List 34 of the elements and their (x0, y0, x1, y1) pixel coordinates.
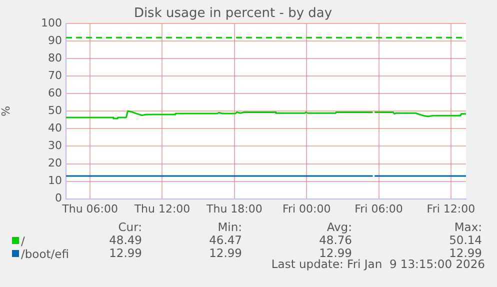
x-tick-label: Fri 00:00 (282, 202, 331, 216)
y-tick-label: 60 (48, 86, 62, 100)
text: Last update: Fri Jan 9 13:15:00 2026 (271, 257, 485, 271)
y-tick-label: 100 (41, 16, 62, 30)
y-tick-label: 90 (48, 34, 62, 47)
x-tick-label: Thu 18:00 (205, 202, 262, 216)
x-tick-label: Thu 06:00 (61, 202, 118, 216)
text: 46.47 (209, 233, 242, 247)
text: 48.49 (109, 233, 142, 247)
y-tick-label: 70 (48, 69, 62, 82)
y-tick-label: 40 (48, 122, 62, 135)
y-axis-title: % (0, 106, 12, 116)
text: 12.99 (319, 246, 352, 260)
text: 12.99 (209, 246, 242, 260)
text: Max: (454, 220, 482, 234)
x-tick-label: Thu 12:00 (133, 202, 190, 216)
y-tick-label: 0 (55, 192, 62, 205)
y-tick-label: 20 (48, 156, 62, 170)
text: Avg: (326, 220, 352, 234)
legend-label: / (21, 234, 25, 248)
x-tick-label: Fri 06:00 (354, 202, 403, 216)
text: Min: (218, 220, 242, 234)
legend-label: /boot/efi (21, 246, 69, 260)
y-tick-label: 50 (48, 104, 62, 118)
text: 12.99 (449, 246, 482, 260)
x-tick-label: Fri 12:00 (426, 202, 476, 216)
text: 50.14 (449, 233, 482, 247)
y-tick-label: 10 (48, 174, 62, 188)
chart-title: Disk usage in percent - by day (134, 6, 332, 22)
y-tick-label: 30 (48, 139, 62, 152)
text: Cur: (118, 220, 142, 234)
text: 12.99 (109, 246, 142, 260)
y-tick-label: 80 (48, 52, 62, 64)
text: 48.76 (319, 233, 352, 247)
